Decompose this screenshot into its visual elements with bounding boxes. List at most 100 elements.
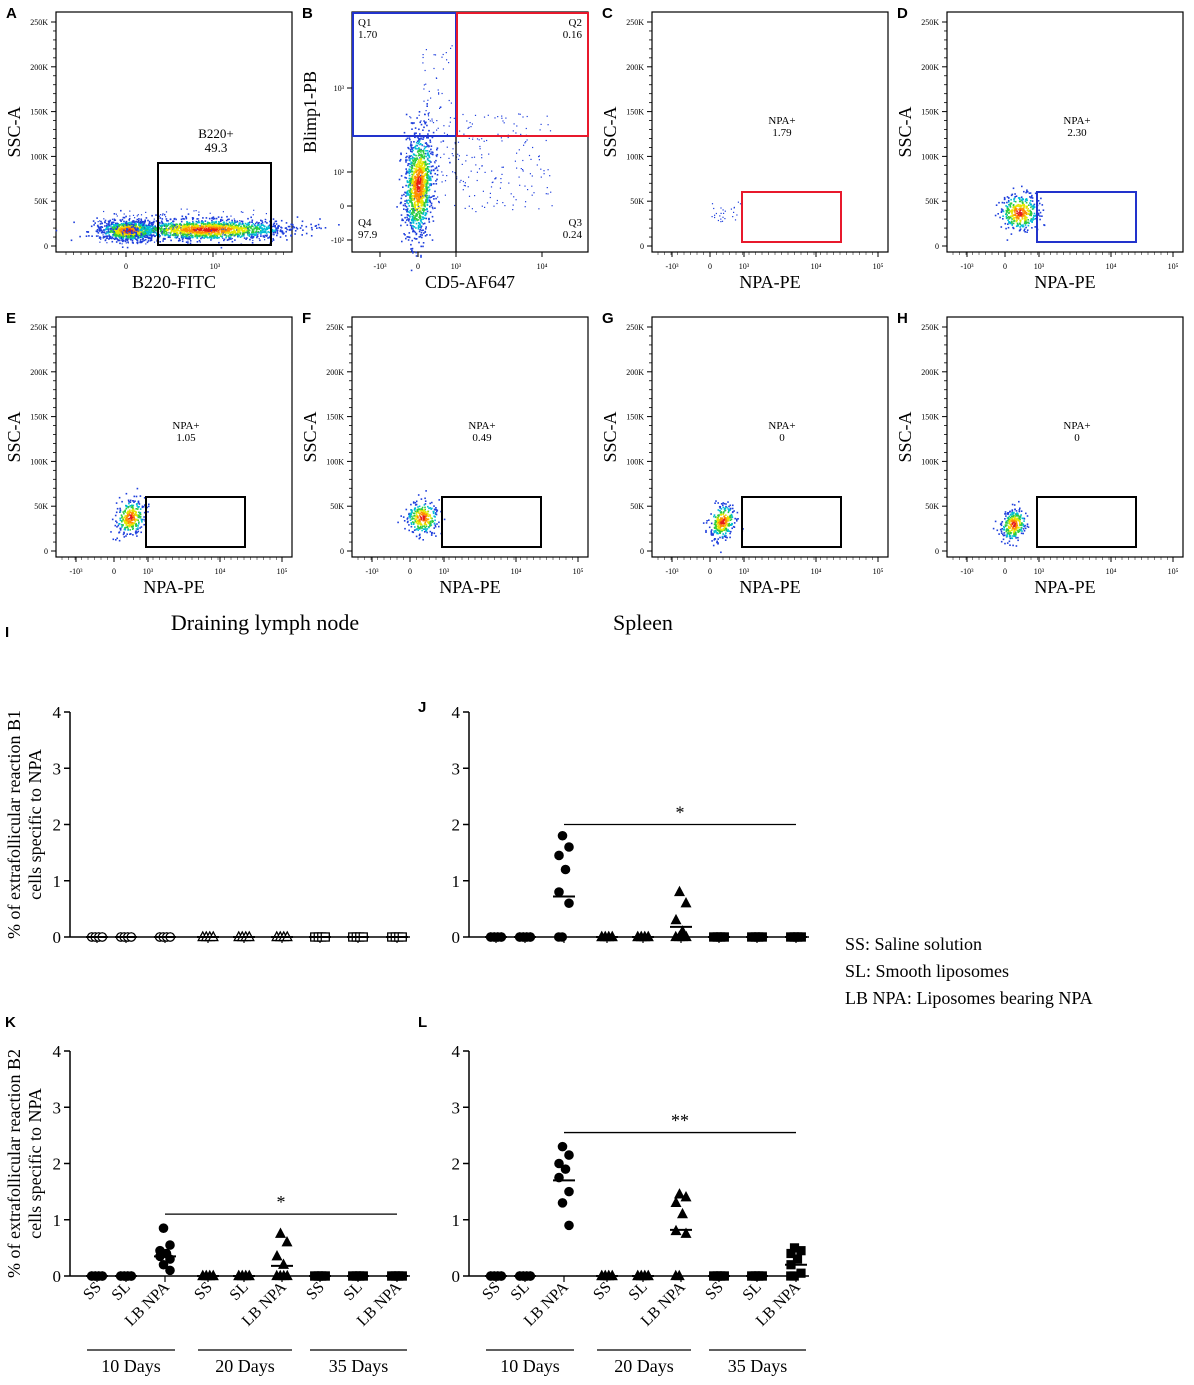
flow-event-dot [108, 221, 111, 223]
quadrant-name: Q4 [358, 217, 372, 229]
flow-event-dot [114, 234, 116, 237]
flow-event-dot [181, 215, 184, 218]
flow-event-dot [127, 235, 130, 237]
flow-event-dot [232, 230, 235, 232]
flow-event-dot [419, 133, 421, 135]
flow-event-dot [1011, 211, 1014, 213]
flow-event-dot [413, 189, 415, 191]
flow-event-dot [189, 232, 191, 234]
flow-event-dot [439, 107, 441, 109]
flow-event-dot [415, 141, 418, 144]
flow-event-dot [522, 159, 524, 162]
flow-event-dot [418, 200, 421, 203]
flow-event-dot [177, 228, 179, 230]
flow-event-dot [202, 221, 205, 223]
flow-event-dot [422, 213, 424, 215]
flow-event-dot [247, 234, 249, 236]
flow-event-dot [130, 235, 132, 237]
flow-event-dot [281, 230, 283, 233]
flow-event-dot [109, 236, 111, 239]
flow-event-dot [291, 227, 294, 230]
flow-event-dot [489, 192, 491, 194]
flow-event-dot [79, 235, 81, 238]
flow-event-dot [1023, 209, 1025, 212]
flow-event-dot [420, 218, 423, 221]
flow-event-dot [490, 186, 493, 188]
flow-event-dot [1000, 211, 1003, 213]
flow-event-dot [434, 172, 436, 175]
flow-event-dot [121, 520, 123, 522]
flow-event-dot [133, 233, 136, 235]
flow-event-dot [146, 236, 149, 239]
y-tick-label: 200K [626, 63, 644, 72]
flow-event-dot [229, 222, 232, 225]
flow-event-dot [1022, 213, 1025, 215]
flow-event-dot [197, 231, 199, 233]
flow-event-dot [241, 229, 243, 231]
flow-event-dot [124, 234, 127, 237]
flow-event-dot [224, 226, 227, 229]
flow-event-dot [183, 228, 186, 230]
flow-event-dot [141, 236, 143, 238]
flow-event-dot [105, 235, 108, 237]
flow-event-dot [420, 204, 422, 207]
flow-event-dot [418, 163, 421, 165]
flow-event-dot [136, 229, 138, 231]
flow-event-dot [422, 129, 424, 131]
flow-event-dot [474, 114, 477, 116]
flow-event-dot [432, 208, 434, 210]
flow-event-dot [258, 224, 260, 226]
flow-event-dot [1013, 198, 1015, 200]
flow-event-dot [1013, 218, 1015, 221]
flow-event-dot [428, 112, 430, 114]
flow-event-dot [261, 229, 264, 232]
flow-event-dot [205, 217, 208, 219]
flow-event-dot [163, 230, 165, 233]
flow-event-dot [463, 133, 465, 135]
flow-event-dot [112, 233, 115, 235]
flow-event-dot [432, 220, 435, 222]
y-tick-label: 150K [30, 413, 48, 422]
flow-event-dot [421, 199, 423, 202]
flow-event-dot [422, 186, 424, 188]
flow-event-dot [131, 235, 133, 237]
flow-event-dot [1016, 222, 1019, 225]
flow-event-dot [120, 236, 123, 238]
flow-event-dot [405, 173, 407, 175]
flow-event-dot [191, 229, 194, 232]
flow-event-dot [493, 205, 495, 207]
flow-event-dot [424, 113, 426, 116]
quadrant-name: Q3 [569, 217, 583, 229]
flow-event-dot [481, 138, 483, 140]
flow-event-dot [179, 239, 181, 242]
flow-event-dot [135, 523, 137, 525]
flow-event-dot [519, 184, 521, 186]
flow-event-dot [416, 158, 419, 160]
flow-event-dot [408, 137, 411, 139]
flow-event-dot [213, 232, 216, 235]
flow-event-dot [176, 227, 178, 229]
flow-event-dot [217, 222, 220, 225]
flow-event-dot [236, 230, 239, 233]
flow-event-dot [436, 169, 439, 172]
flow-event-dot [174, 226, 177, 228]
flow-event-dot [97, 227, 100, 229]
flow-event-dot [165, 229, 168, 231]
flow-event-dot [418, 167, 421, 169]
flow-event-dot [545, 193, 547, 195]
y-tick-label: 50K [925, 197, 939, 206]
flow-event-dot [110, 237, 113, 240]
y-tick-label: 200K [921, 63, 939, 72]
quadrant-name: Q2 [569, 17, 582, 29]
flow-event-dot [224, 234, 226, 236]
flow-event-dot [113, 227, 116, 230]
flow-event-dot [96, 217, 98, 219]
flow-event-dot [132, 515, 134, 518]
flow-event-dot [516, 152, 518, 154]
flow-event-dot [1011, 215, 1014, 218]
flow-event-dot [124, 234, 126, 236]
flow-event-dot [411, 167, 414, 170]
flow-event-dot [200, 234, 203, 236]
flow-event-dot [217, 228, 220, 230]
